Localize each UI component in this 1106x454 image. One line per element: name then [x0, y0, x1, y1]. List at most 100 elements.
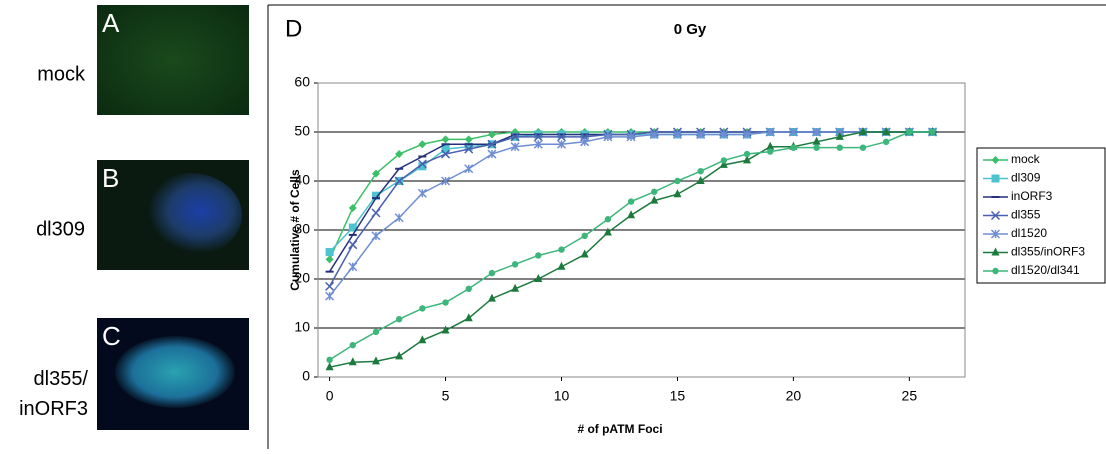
- marker: [394, 176, 404, 186]
- marker: [556, 139, 567, 149]
- marker: [418, 162, 427, 171]
- marker: [348, 357, 357, 366]
- marker: [859, 144, 867, 151]
- marker: [464, 135, 473, 144]
- marker: [417, 188, 427, 198]
- marker: [348, 223, 357, 232]
- marker: [419, 305, 426, 312]
- marker: [812, 127, 822, 137]
- panel-letter: B: [102, 163, 119, 193]
- y-axis-label: Cumulative # of Cells: [288, 169, 302, 291]
- y-tick-label: 60: [294, 74, 310, 90]
- marker: [696, 176, 705, 184]
- marker: [348, 262, 358, 272]
- marker: [348, 240, 358, 250]
- marker: [325, 255, 334, 264]
- x-axis-label: # of pATM Foci: [577, 422, 662, 436]
- x-tick-label: 5: [442, 388, 450, 404]
- marker: [649, 129, 659, 139]
- marker: [673, 189, 682, 198]
- marker: [558, 246, 565, 253]
- marker: [991, 174, 1000, 183]
- x-tick-label: 10: [554, 388, 570, 404]
- marker: [743, 155, 752, 164]
- micrograph: [97, 5, 249, 115]
- marker: [533, 132, 543, 142]
- marker: [464, 142, 473, 151]
- chart-title: 0 Gy: [674, 21, 707, 38]
- legend-label: dl355: [1011, 208, 1041, 222]
- marker: [371, 231, 381, 241]
- marker: [719, 159, 728, 168]
- marker: [488, 269, 496, 277]
- marker: [442, 299, 449, 306]
- marker: [906, 128, 913, 136]
- marker: [790, 144, 797, 151]
- marker: [604, 216, 612, 223]
- marker: [325, 291, 335, 301]
- legend-label: dl1520: [1011, 226, 1047, 240]
- marker: [603, 132, 613, 142]
- y-tick-label: 0: [302, 368, 310, 384]
- marker: [743, 150, 751, 158]
- marker: [650, 195, 659, 204]
- marker: [534, 274, 543, 282]
- marker: [580, 249, 589, 258]
- marker: [394, 213, 404, 223]
- marker: [487, 139, 497, 149]
- marker: [417, 159, 427, 169]
- marker: [464, 144, 474, 154]
- marker: [325, 281, 335, 291]
- marker: [990, 210, 1001, 221]
- marker: [465, 285, 472, 292]
- marker: [991, 156, 1000, 164]
- marker: [556, 132, 567, 142]
- marker: [395, 351, 404, 360]
- marker: [990, 229, 1001, 239]
- marker: [371, 191, 380, 200]
- y-tick-label: 50: [294, 123, 310, 139]
- marker: [929, 128, 936, 136]
- marker: [696, 129, 706, 139]
- marker: [510, 132, 520, 142]
- marker: [511, 261, 519, 268]
- x-tick-label: 25: [902, 388, 918, 404]
- marker: [371, 169, 380, 178]
- marker: [719, 129, 729, 139]
- marker: [674, 177, 681, 185]
- marker: [441, 176, 451, 186]
- marker: [371, 208, 381, 218]
- legend-label: dl355/inORF3: [1011, 245, 1085, 259]
- plot-area: [317, 82, 966, 378]
- panel-letter: D: [285, 15, 302, 42]
- marker: [603, 227, 612, 236]
- marker: [371, 356, 380, 365]
- marker: [581, 232, 588, 240]
- marker: [535, 252, 542, 259]
- marker: [418, 140, 427, 149]
- marker: [372, 328, 380, 336]
- marker: [812, 136, 821, 145]
- marker: [487, 149, 497, 159]
- marker: [418, 335, 427, 344]
- panel-label: dl309: [36, 218, 85, 240]
- marker: [767, 148, 774, 155]
- marker: [765, 127, 775, 137]
- marker: [510, 142, 520, 152]
- y-tick-label: 30: [294, 221, 310, 237]
- panel-letter: A: [102, 8, 120, 38]
- y-tick-label: 10: [294, 319, 310, 335]
- cell: [115, 336, 235, 408]
- marker: [627, 210, 636, 219]
- marker: [627, 198, 635, 205]
- marker: [557, 261, 566, 270]
- marker: [992, 267, 999, 275]
- marker: [348, 203, 357, 212]
- x-tick-label: 15: [670, 388, 686, 404]
- legend-label: dl1520/dl341: [1011, 263, 1080, 277]
- marker: [325, 248, 334, 257]
- marker: [882, 127, 891, 135]
- marker: [464, 164, 474, 174]
- marker: [441, 325, 450, 334]
